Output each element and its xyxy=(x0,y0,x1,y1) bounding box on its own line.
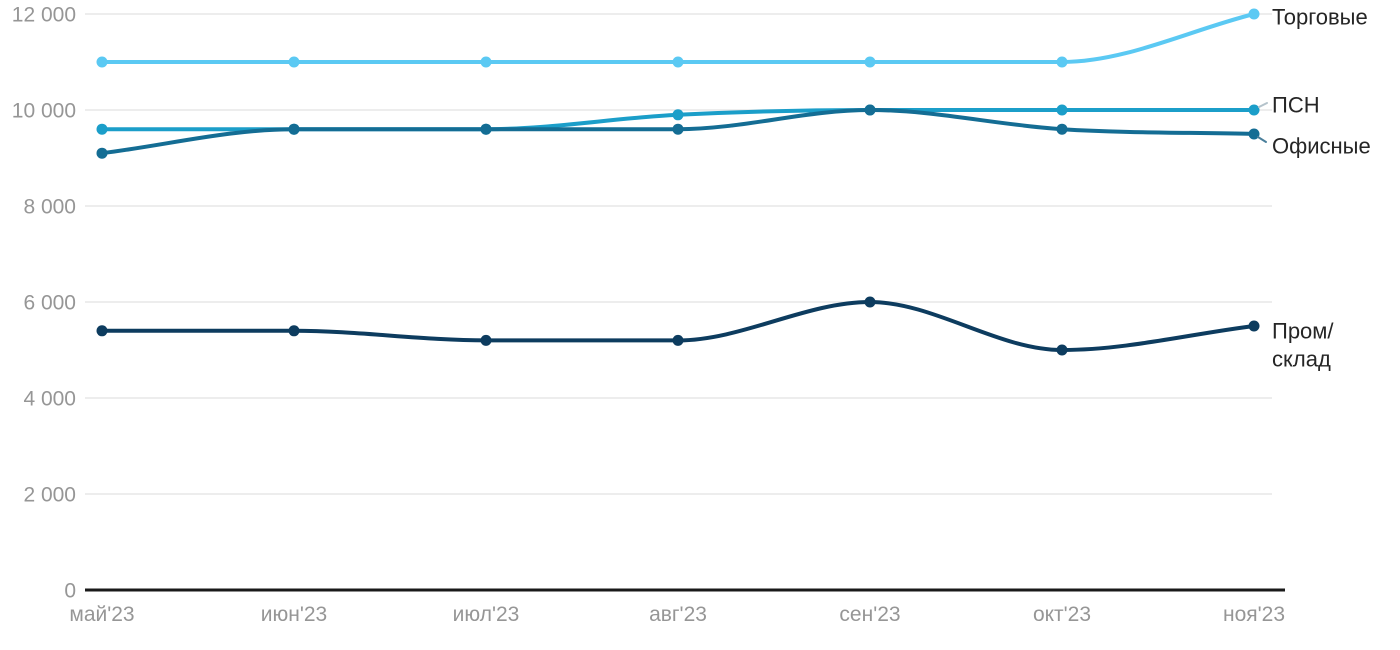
x-axis-label-0: май'23 xyxy=(69,603,134,626)
series-label-prom-line1: Пром/ xyxy=(1272,319,1334,344)
y-axis-tick-label: 2 000 xyxy=(23,483,76,506)
series-point-torgovye-0 xyxy=(96,56,108,68)
series-point-torgovye-1 xyxy=(288,56,300,68)
series-point-prom-6 xyxy=(1248,320,1260,332)
x-axis-label-2: июл'23 xyxy=(453,603,520,626)
series-point-torgovye-6 xyxy=(1248,8,1260,20)
series-point-torgovye-2 xyxy=(480,56,492,68)
series-label-psn: ПСН xyxy=(1272,93,1320,118)
y-axis-tick-label: 4 000 xyxy=(23,387,76,410)
series-point-prom-4 xyxy=(864,296,876,308)
y-axis-tick-label: 0 xyxy=(64,579,76,602)
series-point-torgovye-4 xyxy=(864,56,876,68)
series-point-prom-3 xyxy=(672,334,684,346)
series-point-prom-2 xyxy=(480,334,492,346)
x-axis-label-4: сен'23 xyxy=(839,603,900,626)
series-point-ofisnye-6 xyxy=(1248,128,1260,140)
series-point-ofisnye-5 xyxy=(1056,123,1068,135)
x-axis-label-6: ноя'23 xyxy=(1223,603,1285,626)
series-point-psn-5 xyxy=(1056,104,1068,116)
y-axis-tick-label: 10 000 xyxy=(12,99,76,122)
series-point-ofisnye-0 xyxy=(96,147,108,159)
series-point-ofisnye-2 xyxy=(480,123,492,135)
series-point-ofisnye-3 xyxy=(672,123,684,135)
series-point-ofisnye-1 xyxy=(288,123,300,135)
series-label-ofisnye: Офисные xyxy=(1272,134,1371,159)
series-point-ofisnye-4 xyxy=(864,104,876,116)
series-point-psn-6 xyxy=(1248,104,1260,116)
series-point-torgovye-3 xyxy=(672,56,684,68)
series-line-torgovye xyxy=(100,12,1256,65)
series-point-psn-3 xyxy=(672,109,684,121)
series-label-connector-ofisnye xyxy=(1257,136,1267,143)
series-label-torgovye: Торговые xyxy=(1272,5,1368,30)
x-axis-label-1: июн'23 xyxy=(261,603,327,626)
series-point-prom-5 xyxy=(1056,344,1068,356)
x-axis-label-3: авг'23 xyxy=(649,603,707,626)
series-label-prom-line2: склад xyxy=(1272,347,1331,372)
series-label-connector-psn xyxy=(1258,102,1268,108)
y-axis-tick-label: 8 000 xyxy=(23,195,76,218)
y-axis-tick-label: 6 000 xyxy=(23,291,76,314)
y-axis-tick-label: 12 000 xyxy=(12,3,76,26)
series-point-prom-1 xyxy=(288,325,300,337)
series-point-psn-0 xyxy=(96,123,108,135)
series-point-torgovye-5 xyxy=(1056,56,1068,68)
series-point-prom-0 xyxy=(96,325,108,337)
x-axis-label-5: окт'23 xyxy=(1033,603,1091,626)
